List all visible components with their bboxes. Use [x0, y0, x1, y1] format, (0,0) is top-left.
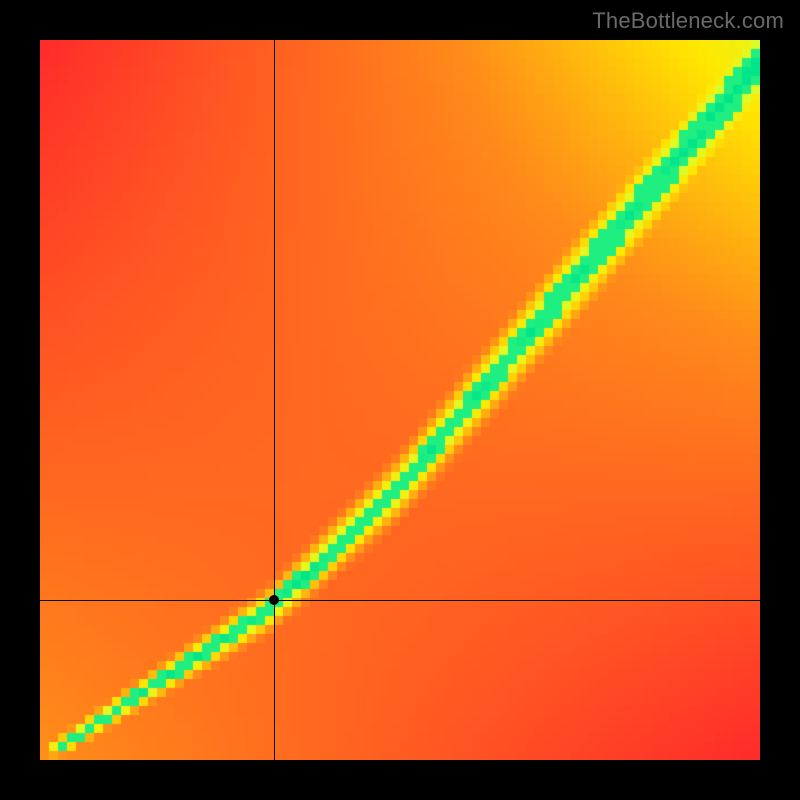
heatmap-canvas [40, 40, 760, 760]
plot-area [40, 40, 760, 760]
crosshair-horizontal [40, 600, 760, 601]
crosshair-point [269, 595, 279, 605]
crosshair-vertical [274, 40, 275, 760]
watermark: TheBottleneck.com [592, 8, 784, 34]
